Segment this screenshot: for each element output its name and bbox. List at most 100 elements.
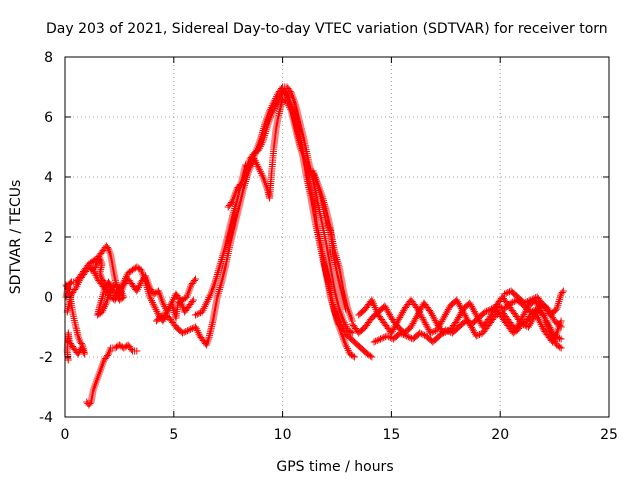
data-point-plus	[443, 327, 451, 335]
data-point-plus	[86, 400, 94, 407]
data-point-plus	[527, 296, 535, 304]
data-point-plus	[135, 283, 143, 291]
data-point-plus	[206, 292, 214, 300]
data-point-plus	[341, 321, 349, 329]
x-tick-label: 20	[491, 427, 509, 443]
data-point-plus	[538, 322, 546, 330]
data-point-plus	[342, 341, 350, 349]
data-point-plus	[476, 331, 484, 338]
data-point-plus	[461, 317, 469, 325]
data-point-plus	[205, 294, 213, 302]
data-point-plus	[463, 318, 471, 326]
data-point-plus	[550, 334, 558, 342]
data-point-plus	[557, 317, 565, 325]
data-point-plus	[152, 306, 160, 314]
data-point-plus	[417, 330, 425, 338]
data-point-plus	[204, 295, 212, 303]
x-tick-label: 25	[600, 427, 618, 443]
data-point-plus	[150, 302, 158, 310]
data-point-plus	[522, 298, 530, 306]
data-point-plus	[472, 332, 480, 340]
data-point-plus	[216, 284, 224, 292]
data-point-plus	[159, 311, 167, 319]
data-point-plus	[153, 307, 161, 315]
data-point-plus	[215, 286, 223, 293]
data-point-plus	[383, 332, 391, 340]
data-point-plus	[127, 346, 135, 353]
data-point-plus	[214, 267, 222, 275]
data-point-plus	[325, 223, 333, 231]
data-point-plus	[377, 335, 385, 343]
data-point-plus	[215, 265, 223, 273]
data-point-plus	[103, 282, 111, 290]
data-point-plus	[98, 308, 106, 316]
data-point-plus	[214, 269, 222, 277]
data-point-plus	[246, 164, 254, 172]
data-point-plus	[227, 199, 235, 206]
data-point-plus	[254, 162, 262, 170]
data-point-plus	[272, 101, 280, 109]
data-point-plus	[168, 299, 176, 307]
data-point-plus	[553, 303, 561, 311]
data-point-plus	[481, 308, 489, 316]
data-point-plus	[323, 220, 331, 228]
data-point-plus	[190, 277, 198, 284]
data-point-plus	[269, 108, 277, 116]
data-point-plus	[168, 297, 176, 305]
data-point-plus	[214, 291, 222, 299]
data-point-plus	[271, 103, 279, 111]
data-point-plus	[552, 331, 560, 339]
data-point-plus	[398, 330, 406, 338]
y-tick-label: 2	[44, 230, 53, 246]
data-point-plus	[256, 166, 264, 174]
data-point-plus	[401, 331, 409, 339]
data-point-plus	[340, 319, 348, 327]
data-point-plus	[212, 274, 220, 282]
data-point-plus	[557, 344, 565, 352]
data-point-plus	[199, 306, 207, 314]
data-point-plus	[101, 301, 109, 309]
data-point-plus	[215, 287, 223, 295]
data-point-plus	[99, 306, 107, 314]
data-point-plus	[496, 303, 504, 311]
data-point-plus	[133, 287, 141, 295]
data-point-plus	[258, 139, 266, 147]
data-point-plus	[100, 304, 108, 312]
data-point-plus	[419, 331, 427, 338]
data-point-plus	[270, 105, 278, 113]
data-point-plus	[528, 295, 536, 303]
data-points	[62, 83, 567, 409]
data-point-plus	[146, 293, 154, 301]
data-point-plus	[236, 181, 244, 188]
data-point-plus	[253, 160, 261, 168]
data-point-plus	[194, 328, 202, 336]
x-tick-label: 0	[61, 427, 70, 443]
data-point-plus	[366, 352, 374, 360]
data-point-plus	[343, 343, 351, 351]
data-point-plus	[273, 99, 281, 107]
data-point-plus	[202, 299, 210, 307]
x-tick-label: 10	[274, 427, 292, 443]
data-point-plus	[159, 299, 167, 307]
data-point-plus	[343, 345, 351, 353]
data-point-plus	[117, 288, 125, 296]
axis-ticks	[64, 56, 610, 418]
data-point-plus	[200, 304, 208, 312]
data-point-plus	[531, 308, 539, 316]
data-point-plus	[74, 280, 82, 288]
data-point-plus	[368, 353, 376, 361]
chart-title: Day 203 of 2021, Sidereal Day-to-day VTE…	[46, 21, 608, 37]
data-point-plus	[269, 106, 277, 114]
data-point-plus	[484, 307, 492, 314]
y-tick-label: 6	[44, 110, 53, 126]
data-point-plus	[135, 282, 143, 290]
data-point-plus	[163, 308, 171, 316]
data-point-plus	[324, 222, 332, 230]
data-point-plus	[322, 218, 330, 226]
y-tick-label: 8	[44, 50, 53, 66]
data-point-plus	[257, 169, 265, 177]
data-point-plus	[258, 171, 266, 179]
data-point-plus	[256, 168, 264, 176]
x-tick-label: 5	[169, 427, 178, 443]
data-point-plus	[416, 329, 424, 337]
